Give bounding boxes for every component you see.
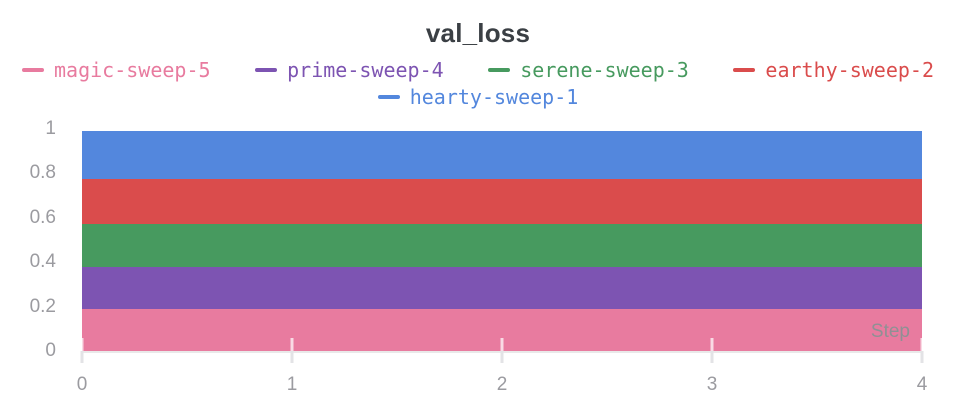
x-tick-mark [500, 338, 504, 351]
legend-item-hearty-sweep-1[interactable]: hearty-sweep-1 [377, 85, 579, 109]
legend-line-swatch [733, 68, 756, 72]
y-tick-label: 0.8 [29, 162, 56, 184]
series-band-earthy-sweep-2 [82, 178, 922, 224]
series-band-serene-sweep-3 [82, 223, 922, 267]
x-tick-label: 4 [916, 374, 928, 395]
x-tick-mark [710, 351, 714, 363]
legend-label: prime-sweep-4 [287, 58, 444, 82]
series-band-hearty-sweep-1 [82, 131, 922, 179]
legend-label: serene-sweep-3 [520, 58, 689, 82]
plot-area[interactable]: Step [80, 129, 924, 363]
x-tick-label: 1 [286, 374, 298, 395]
legend-line-swatch [255, 68, 278, 72]
legend-line-swatch [377, 95, 400, 99]
x-tick-label: 3 [706, 374, 718, 395]
x-tick-mark [500, 351, 504, 363]
x-tick-mark [290, 351, 294, 363]
x-tick-mark [710, 338, 714, 351]
y-tick-label: 1 [45, 118, 56, 139]
x-tick-mark [920, 338, 924, 351]
series-band-prime-sweep-4 [82, 266, 922, 309]
y-tick-label: 0 [45, 340, 56, 361]
legend-row-2: hearty-sweep-1 [0, 86, 956, 108]
chart-title: val_loss [425, 18, 531, 48]
y-tick-label: 0.6 [29, 206, 56, 228]
x-tick-label: 0 [76, 374, 88, 395]
legend-line-swatch [488, 68, 511, 72]
legend-item-serene-sweep-3[interactable]: serene-sweep-3 [488, 59, 689, 81]
x-tick-mark [80, 351, 84, 363]
x-axis-title: Step [870, 321, 910, 342]
legend-label: hearty-sweep-1 [409, 85, 579, 109]
legend-item-earthy-sweep-2[interactable]: earthy-sweep-2 [733, 59, 934, 81]
x-tick-mark [80, 338, 84, 351]
x-tick-mark [920, 351, 924, 363]
legend-label: earthy-sweep-2 [765, 58, 934, 82]
legend-item-prime-sweep-4[interactable]: prime-sweep-4 [255, 59, 444, 81]
legend-line-swatch [22, 68, 44, 72]
legend-item-magic-sweep-5[interactable]: magic-sweep-5 [22, 59, 211, 81]
x-tick-mark [290, 338, 294, 351]
x-tick-label: 2 [496, 374, 508, 395]
y-tick-label: 0.2 [29, 295, 56, 317]
legend-label: magic-sweep-5 [54, 58, 211, 82]
y-tick-label: 0.4 [29, 251, 56, 273]
legend-row-1: magic-sweep-5 prime-sweep-4 serene-sweep-3… [0, 59, 956, 81]
